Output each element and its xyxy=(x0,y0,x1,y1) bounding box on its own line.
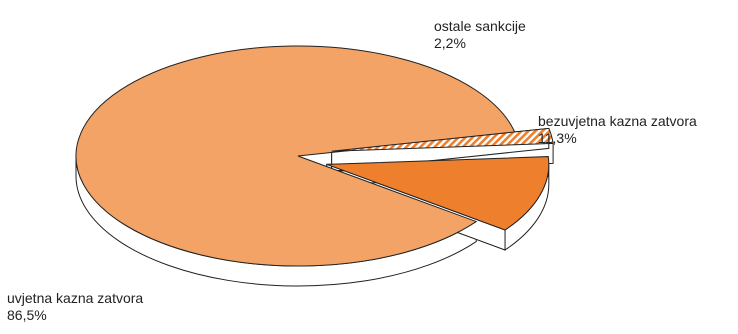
slice-percent: 11,3% xyxy=(538,130,577,146)
pie-slice-3 xyxy=(331,127,554,152)
slice-label-uvjetna: uvjetna kazna zatvora 86,5% xyxy=(7,290,143,324)
slice-label-bezuvjetna: bezuvjetna kazna zatvora 11,3% xyxy=(538,113,697,147)
pie-slice-1 xyxy=(75,45,516,267)
slice-percent: 2,2% xyxy=(434,35,466,51)
slice-percent: 86,5% xyxy=(7,307,47,323)
slice-label-ostale: ostale sankcije 2,2% xyxy=(434,18,526,52)
slice-name: uvjetna kazna zatvora xyxy=(7,290,144,306)
slice-name: bezuvjetna kazna zatvora xyxy=(538,113,697,129)
slice-name: ostale sankcije xyxy=(434,18,526,34)
pie-slice-2 xyxy=(326,156,550,231)
